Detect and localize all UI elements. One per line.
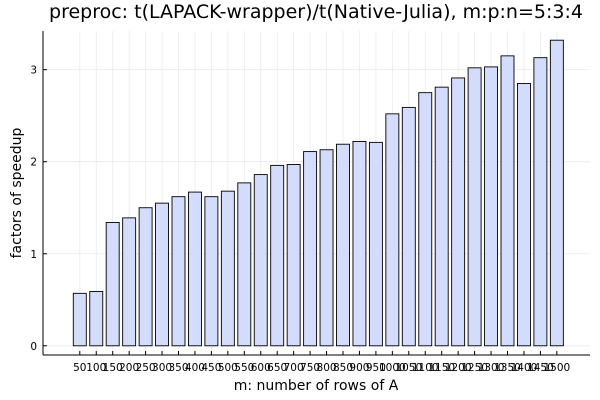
bar-300 [155, 202, 170, 347]
bar-1500 [549, 39, 564, 347]
bar-700 [286, 164, 301, 347]
bar-500 [220, 190, 235, 347]
y-axis-label: factors of speedup [9, 128, 25, 259]
bar-1100 [418, 92, 433, 347]
x-tick-label-950: 950 [366, 362, 386, 374]
x-axis-label: m: number of rows of A [234, 378, 399, 394]
x-tick-label-1400: 1400 [511, 362, 538, 374]
bar-1350 [500, 55, 515, 347]
bar-550 [237, 182, 252, 347]
x-tick-label-700: 700 [284, 362, 304, 374]
bar-1250 [467, 67, 482, 347]
x-tick-label-600: 600 [251, 362, 271, 374]
y-tick-label-1: 1 [30, 249, 37, 261]
y-tick-label-0: 0 [30, 341, 37, 353]
bar-1050 [401, 106, 416, 347]
x-tick-label-1200: 1200 [445, 362, 472, 374]
x-tick-label-1000: 1000 [379, 362, 406, 374]
x-tick-label-650: 650 [267, 362, 287, 374]
x-tick-label-300: 300 [152, 362, 172, 374]
x-tick-label-250: 250 [136, 362, 156, 374]
x-tick-label-450: 450 [201, 362, 221, 374]
x-tick-label-1250: 1250 [461, 362, 488, 374]
x-tick-label-1500: 1500 [543, 362, 570, 374]
bar-1450 [533, 57, 548, 347]
bar-200 [122, 217, 137, 347]
bar-800 [319, 149, 334, 347]
x-tick-label-1100: 1100 [412, 362, 439, 374]
x-tick-label-900: 900 [349, 362, 369, 374]
x-tick-label-400: 400 [185, 362, 205, 374]
bars [72, 39, 564, 347]
x-tick-label-800: 800 [317, 362, 337, 374]
x-tick-label-750: 750 [300, 362, 320, 374]
bar-1200 [451, 77, 466, 347]
x-tick-label-1450: 1450 [527, 362, 554, 374]
bar-600 [253, 174, 268, 347]
bar-1400 [517, 83, 531, 347]
x-tick-label-200: 200 [119, 362, 139, 374]
bar-650 [270, 164, 285, 347]
x-tick-label-550: 550 [234, 362, 254, 374]
bar-750 [303, 151, 318, 347]
x-tick-label-350: 350 [168, 362, 188, 374]
bar-100 [89, 291, 104, 347]
bar-850 [336, 143, 350, 347]
bar-250 [138, 207, 153, 347]
bar-950 [368, 141, 383, 347]
x-tick-label-100: 100 [86, 362, 106, 374]
bar-50 [72, 292, 87, 347]
bar-900 [352, 141, 367, 347]
bar-1300 [484, 66, 498, 347]
bar-1150 [434, 86, 449, 347]
x-tick-label-1150: 1150 [428, 362, 455, 374]
axes [42, 31, 590, 356]
x-tick-label-500: 500 [218, 362, 238, 374]
bar-1000 [385, 113, 400, 347]
bar-450 [204, 196, 219, 347]
y-tick-label-3: 3 [30, 65, 37, 77]
x-tick-label-850: 850 [333, 362, 353, 374]
x-tick-label-1350: 1350 [494, 362, 521, 374]
x-tick-label-150: 150 [103, 362, 123, 374]
x-tick-label-50: 50 [73, 362, 86, 374]
x-tick-label-1300: 1300 [478, 362, 505, 374]
x-tick-label-1050: 1050 [395, 362, 422, 374]
bar-150 [105, 222, 120, 347]
chart-title: preproc: t(LAPACK-wrapper)/t(Native-Juli… [49, 1, 583, 23]
bar-400 [187, 191, 202, 347]
y-tick-label-2: 2 [30, 157, 37, 169]
bar-350 [171, 196, 186, 347]
